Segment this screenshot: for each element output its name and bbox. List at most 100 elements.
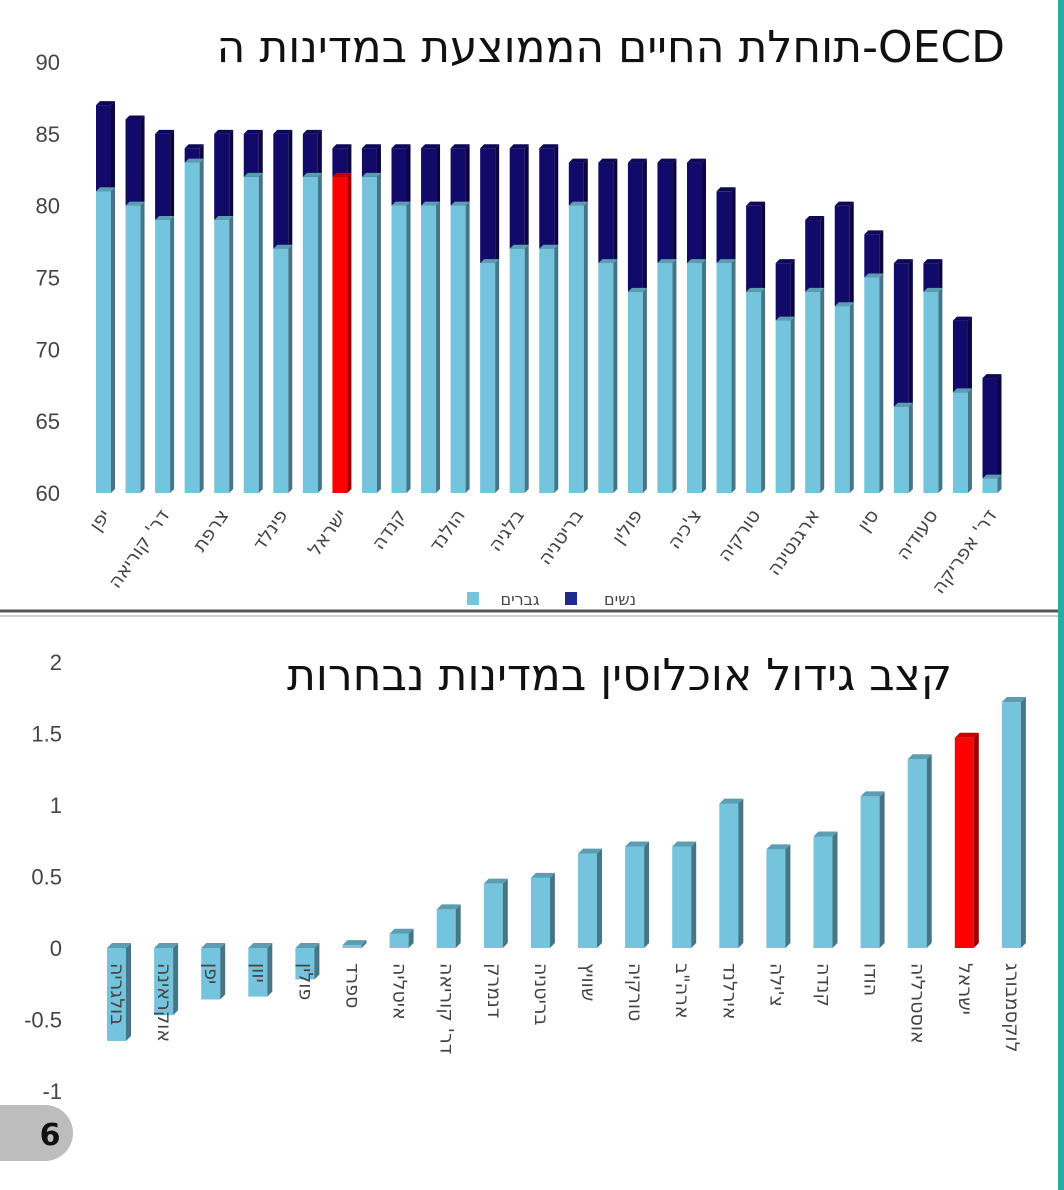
bar-women-top xyxy=(746,201,766,206)
x-tick-label: שוויץ xyxy=(577,963,599,1001)
bar-women xyxy=(391,144,411,206)
bar-men-top xyxy=(184,158,204,163)
y-tick-label: 0 xyxy=(50,936,62,961)
bar-side xyxy=(832,831,838,948)
bar-women-side xyxy=(820,216,825,292)
bar-men xyxy=(125,201,145,493)
bar xyxy=(813,831,838,948)
bar-women-side xyxy=(879,230,884,278)
bar-front xyxy=(766,849,786,948)
bar-men xyxy=(893,402,913,493)
bar-men xyxy=(273,244,293,493)
bar-women-top xyxy=(96,101,115,106)
bar-side xyxy=(220,943,226,1000)
bar-women-front xyxy=(125,119,141,206)
x-tick-label: קנדה xyxy=(813,963,835,1007)
bar-men-front xyxy=(716,263,732,493)
bar-front xyxy=(107,948,126,1041)
y-tick-label: 80 xyxy=(36,194,60,219)
bar-women xyxy=(982,374,1002,479)
bar-top xyxy=(107,943,131,948)
bar-side xyxy=(267,943,273,997)
bar-men-front xyxy=(273,248,289,493)
bar-women-top xyxy=(450,144,470,149)
bar xyxy=(672,841,697,948)
legend-label-women: נשים xyxy=(604,590,636,609)
bar-side xyxy=(314,943,320,980)
bar-men-side xyxy=(406,201,411,493)
bar-women xyxy=(125,115,145,206)
bar-top xyxy=(389,928,414,934)
bar-men-top xyxy=(480,259,500,264)
bar-women-top xyxy=(214,129,234,134)
bar-men-top xyxy=(155,216,175,221)
bar-women-front xyxy=(627,162,643,292)
bar-women-side xyxy=(288,129,293,249)
bar-women-side xyxy=(642,158,647,292)
bar-top xyxy=(436,904,461,910)
bar-front xyxy=(578,853,597,948)
bar-men-top xyxy=(96,187,115,192)
bar-men-front xyxy=(893,406,909,493)
bar-men xyxy=(480,259,500,493)
bar-women-side xyxy=(170,129,175,221)
bar-women-top xyxy=(391,144,411,149)
bar-men-front xyxy=(746,291,762,493)
bar xyxy=(860,791,885,948)
x-tick-label: קנדה xyxy=(367,505,410,554)
legend: נשים גברים xyxy=(467,590,636,609)
y-tick-label: -0.5 xyxy=(24,1008,62,1033)
bar-women-side xyxy=(613,158,618,264)
bar-men-front xyxy=(243,176,259,493)
bar-men-top xyxy=(125,201,145,206)
bar-women-top xyxy=(775,259,795,264)
bar-top xyxy=(154,943,179,948)
bar-men-front xyxy=(657,263,673,493)
bar-men xyxy=(96,187,115,494)
y-tick-label: 90 xyxy=(36,50,60,75)
bar-men xyxy=(746,287,766,493)
bar-side xyxy=(126,943,131,1041)
bar-men xyxy=(834,302,854,493)
bar xyxy=(107,943,131,1041)
bar-men xyxy=(982,474,1002,493)
bar-men-top xyxy=(657,259,677,264)
bar xyxy=(201,943,226,1000)
bar-women-top xyxy=(805,216,825,221)
bar-men-side xyxy=(761,287,766,493)
bar-men-top xyxy=(952,388,972,393)
x-tick-label: צ'ילה xyxy=(765,963,787,1007)
bar-men xyxy=(657,259,677,493)
bar-women-side xyxy=(436,144,441,206)
bar-women-top xyxy=(982,374,1002,379)
bar-women-side xyxy=(908,259,913,407)
bar-women xyxy=(952,316,972,393)
bar-side xyxy=(597,848,602,948)
bar-men-front xyxy=(805,291,821,493)
bar-men-front xyxy=(302,176,318,493)
bar-front xyxy=(625,846,645,948)
bar xyxy=(483,878,508,948)
bar-women-side xyxy=(790,259,795,321)
bar-women-front xyxy=(509,148,525,249)
bar-men xyxy=(539,244,559,493)
chart1-title: תוחלת החיים הממוצעת במדינות ה-OECD xyxy=(217,22,1005,73)
bar-men-top xyxy=(627,287,647,292)
bar-women-top xyxy=(716,187,736,192)
bar-women-side xyxy=(672,158,677,264)
bar-top xyxy=(342,940,367,946)
bar-top xyxy=(201,943,226,948)
bar-men-side xyxy=(376,172,381,493)
bar-men-top xyxy=(982,474,1002,479)
bar-men xyxy=(687,259,706,493)
x-tick-label: הודו xyxy=(860,963,882,996)
bar-women-top xyxy=(184,144,204,149)
bar-women xyxy=(657,158,677,264)
bar-women-top xyxy=(273,129,293,134)
bar-men-top xyxy=(834,302,854,307)
bar-women xyxy=(332,144,352,177)
bar-men-front xyxy=(834,306,850,493)
bar-men-top xyxy=(273,244,293,249)
bar-men-top xyxy=(598,259,618,264)
bar-top xyxy=(813,831,838,837)
